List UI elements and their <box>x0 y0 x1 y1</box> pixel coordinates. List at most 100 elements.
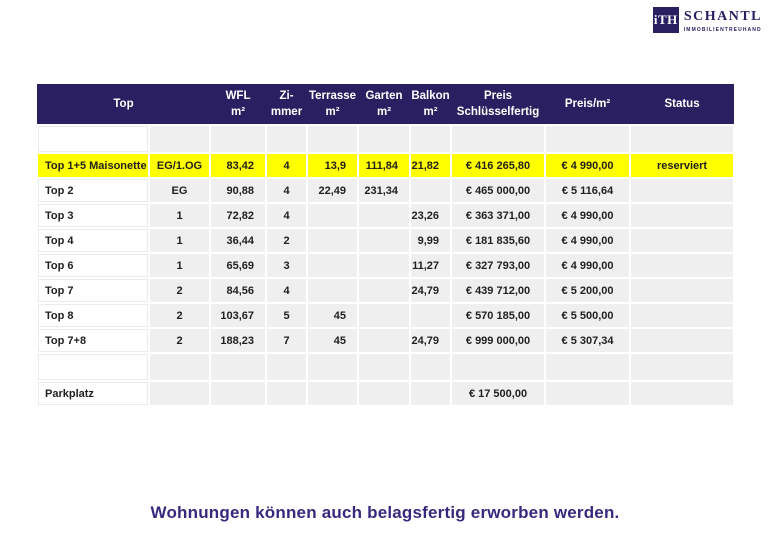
cell-top <box>36 124 150 154</box>
table-body: Top 1+5 Maisonette EG/1.OG 83,42 4 13,9 111,8… <box>36 124 736 407</box>
cell-preis_m2 <box>544 352 632 382</box>
cell-zimmer: 5 <box>265 302 309 329</box>
cell-status <box>629 124 736 154</box>
cell-preis <box>450 124 547 154</box>
cell-floor: EG <box>147 177 212 204</box>
cell-status <box>629 380 736 407</box>
table-row: Top 3 1 72,82 4 23,26 € 363 371,00 € 4 990,00 <box>36 202 736 229</box>
cell-preis_m2: € 5 500,00 <box>544 302 632 329</box>
cell-zimmer <box>265 352 309 382</box>
cell-preis_m2: € 4 990,00 <box>544 252 632 279</box>
cell-wfl: 103,67 <box>209 302 268 329</box>
cell-preis_m2 <box>544 124 632 154</box>
cell-garten <box>357 252 412 279</box>
cell-floor <box>147 352 212 382</box>
cell-status: reserviert <box>629 152 736 179</box>
cell-zimmer: 2 <box>265 227 309 254</box>
cell-top: Top 8 <box>36 302 150 329</box>
cell-wfl: 72,82 <box>209 202 268 229</box>
cell-balkon: 24,79 <box>409 327 453 354</box>
cell-floor: EG/1.OG <box>147 152 212 179</box>
cell-top: Top 1+5 Maisonette <box>36 152 150 179</box>
cell-floor: 2 <box>147 327 212 354</box>
cell-garten: 111,84 <box>357 152 412 179</box>
cell-balkon <box>409 302 453 329</box>
cell-garten: 231,34 <box>357 177 412 204</box>
table-row: Top 8 2 103,67 5 45 € 570 185,00 € 5 500,00 <box>36 302 736 329</box>
spacer-row <box>36 124 736 154</box>
cell-terrasse: 13,9 <box>306 152 360 179</box>
table-row: Top 7 2 84,56 4 24,79 € 439 712,00 € 5 200,00 <box>36 277 736 304</box>
cell-preis: € 439 712,00 <box>450 277 547 304</box>
cell-status <box>629 327 736 354</box>
table-row: Top 6 1 65,69 3 11,27 € 327 793,00 € 4 990,00 <box>36 252 736 279</box>
logo-subtitle: IMMOBILIENTREUHAND <box>683 27 762 33</box>
apartment-price-table: Top WFL m² Zi-mmer Terrasse m² Garten m² Balkon m… <box>36 84 736 407</box>
cell-zimmer <box>265 380 309 407</box>
column-header-top: Top <box>37 84 211 125</box>
table-row: Top 2 EG 90,88 4 22,49 231,34 € 465 000,00 € 5 … <box>36 177 736 204</box>
column-header-wfl: WFL m² <box>210 84 267 125</box>
cell-preis: € 416 265,80 <box>450 152 547 179</box>
cell-preis: € 465 000,00 <box>450 177 547 204</box>
cell-balkon <box>409 177 453 204</box>
cell-status <box>629 177 736 204</box>
table-row: Parkplatz € 17 500,00 <box>36 380 736 407</box>
cell-preis <box>450 352 547 382</box>
cell-balkon <box>409 124 453 154</box>
cell-preis: € 363 371,00 <box>450 202 547 229</box>
cell-preis_m2: € 5 307,34 <box>544 327 632 354</box>
cell-top: Top 7+8 <box>36 327 150 354</box>
cell-wfl: 65,69 <box>209 252 268 279</box>
cell-balkon: 9,99 <box>409 227 453 254</box>
cell-top: Top 3 <box>36 202 150 229</box>
cell-wfl <box>209 380 268 407</box>
cell-preis: € 999 000,00 <box>450 327 547 354</box>
cell-terrasse <box>306 277 360 304</box>
cell-garten <box>357 124 412 154</box>
cell-terrasse <box>306 352 360 382</box>
header-row: Top WFL m² Zi-mmer Terrasse m² Garten m² Balkon m… <box>37 84 735 125</box>
cell-zimmer <box>265 124 309 154</box>
cell-balkon: 21,82 <box>409 152 453 179</box>
cell-top: Top 2 <box>36 177 150 204</box>
spacer-row <box>36 352 736 382</box>
column-header-balkon: Balkon m² <box>410 84 452 125</box>
column-header-preis_m2: Preis/m² <box>545 84 631 125</box>
cell-garten <box>357 327 412 354</box>
cell-floor: 1 <box>147 227 212 254</box>
price-table: Top WFL m² Zi-mmer Terrasse m² Garten m² Balkon m… <box>36 84 736 407</box>
cell-preis_m2: € 4 990,00 <box>544 202 632 229</box>
table-row: Top 4 1 36,44 2 9,99 € 181 835,60 € 4 990,00 <box>36 227 736 254</box>
cell-floor: 2 <box>147 302 212 329</box>
cell-floor <box>147 380 212 407</box>
cell-wfl: 36,44 <box>209 227 268 254</box>
cell-garten <box>357 202 412 229</box>
column-header-garten: Garten m² <box>358 84 411 125</box>
cell-garten <box>357 352 412 382</box>
cell-garten <box>357 277 412 304</box>
cell-status <box>629 202 736 229</box>
cell-zimmer: 3 <box>265 252 309 279</box>
cell-zimmer: 4 <box>265 152 309 179</box>
cell-garten <box>357 302 412 329</box>
cell-status <box>629 227 736 254</box>
cell-top <box>36 352 150 382</box>
cell-zimmer: 4 <box>265 202 309 229</box>
cell-zimmer: 4 <box>265 277 309 304</box>
cell-top: Top 7 <box>36 277 150 304</box>
cell-preis: € 570 185,00 <box>450 302 547 329</box>
cell-balkon <box>409 380 453 407</box>
footer-note: Wohnungen können auch belagsfertig erwor… <box>150 503 620 522</box>
column-header-status: Status <box>630 84 735 125</box>
cell-status <box>629 277 736 304</box>
cell-zimmer: 4 <box>265 177 309 204</box>
cell-preis_m2: € 5 116,64 <box>544 177 632 204</box>
cell-preis_m2: € 5 200,00 <box>544 277 632 304</box>
cell-garten <box>357 227 412 254</box>
table-row: Top 7+8 2 188,23 7 45 24,79 € 999 000,00 € 5 30… <box>36 327 736 354</box>
cell-floor: 2 <box>147 277 212 304</box>
cell-wfl <box>209 124 268 154</box>
cell-preis_m2: € 4 990,00 <box>544 152 632 179</box>
company-logo: iTH SCHANTL IMMOBILIENTREUHAND <box>652 7 762 33</box>
